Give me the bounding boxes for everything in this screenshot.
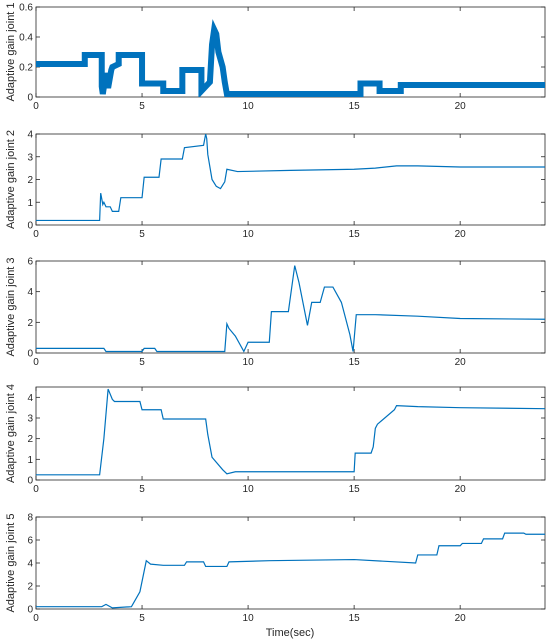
y-axis-label: Adaptive gain joint 2 bbox=[5, 130, 17, 229]
x-tick-label: 5 bbox=[139, 101, 145, 112]
y-axis-label: Adaptive gain joint 5 bbox=[5, 513, 17, 612]
subplot-5: 0 5 10 15 20 0 2 4 6 8 Adaptive gain joint 5 bbox=[5, 513, 546, 624]
y-tick-label: 6 bbox=[27, 257, 33, 268]
x-tick-label: 0 bbox=[33, 357, 39, 368]
y-tick-label: 4 bbox=[27, 393, 33, 404]
y-tick-label: 0.2 bbox=[19, 63, 33, 74]
y-tick-label: 4 bbox=[27, 559, 33, 570]
plot-area bbox=[35, 516, 546, 610]
x-tick-label: 5 bbox=[139, 484, 145, 495]
plot-area bbox=[35, 133, 546, 226]
series-line-1 bbox=[36, 532, 545, 609]
y-tick-label: 0 bbox=[27, 349, 33, 360]
y-axis-label: Adaptive gain joint 3 bbox=[5, 257, 17, 356]
x-tick-label: 0 bbox=[33, 484, 39, 495]
y-tick-label: 0.6 bbox=[19, 3, 33, 14]
plot-area bbox=[35, 260, 546, 354]
y-tick-label: 4 bbox=[27, 287, 33, 298]
y-tick-label: 4 bbox=[27, 130, 33, 141]
y-tick-label: 2 bbox=[27, 318, 33, 329]
x-tick-label: 0 bbox=[33, 229, 39, 240]
x-tick-label: 10 bbox=[243, 229, 255, 240]
y-tick-label: 0 bbox=[27, 605, 33, 616]
y-tick-label: 1 bbox=[27, 198, 33, 209]
x-tick-label: 15 bbox=[349, 229, 361, 240]
x-tick-label: 10 bbox=[243, 101, 255, 112]
series-line-1 bbox=[36, 265, 545, 353]
x-tick-label: 10 bbox=[243, 357, 255, 368]
subplot-4: 0 5 10 15 20 0 1 2 3 4 Adaptive gain joint 4 bbox=[5, 384, 546, 495]
y-tick-label: 0 bbox=[27, 221, 33, 232]
y-tick-label: 0 bbox=[27, 93, 33, 104]
x-tick-label: 5 bbox=[139, 357, 145, 368]
x-tick-label: 15 bbox=[349, 484, 361, 495]
y-tick-label: 6 bbox=[27, 536, 33, 547]
y-tick-label: 0.4 bbox=[19, 33, 33, 44]
y-tick-label: 1 bbox=[27, 455, 33, 466]
x-tick-label: 0 bbox=[33, 613, 39, 624]
y-tick-label: 8 bbox=[27, 513, 33, 524]
x-tick-label: 15 bbox=[349, 101, 361, 112]
subplot-2: 0 5 10 15 20 0 1 2 3 4 Adaptive gain joint 2 bbox=[5, 130, 546, 240]
y-tick-label: 2 bbox=[27, 175, 33, 186]
series-line-1 bbox=[36, 388, 545, 476]
x-tick-label: 0 bbox=[33, 101, 39, 112]
x-tick-label: 20 bbox=[455, 229, 467, 240]
x-tick-label: 20 bbox=[455, 101, 467, 112]
figure-xlabel: Time(sec) bbox=[266, 627, 314, 639]
x-tick-label: 15 bbox=[349, 613, 361, 624]
y-tick-label: 0 bbox=[27, 476, 33, 487]
y-axis-label: Adaptive gain joint 1 bbox=[5, 2, 17, 101]
y-tick-label: 3 bbox=[27, 414, 33, 425]
y-tick-label: 2 bbox=[27, 582, 33, 593]
y-axis-label: Adaptive gain joint 4 bbox=[5, 384, 17, 483]
y-tick-label: 2 bbox=[27, 434, 33, 445]
x-tick-label: 5 bbox=[139, 613, 145, 624]
x-tick-label: 10 bbox=[243, 484, 255, 495]
y-tick-label: 3 bbox=[27, 152, 33, 163]
subplot-3: 0 5 10 15 20 0 2 4 6 Adaptive gain joint 3 bbox=[5, 257, 546, 368]
x-tick-label: 15 bbox=[349, 357, 361, 368]
x-tick-label: 20 bbox=[455, 357, 467, 368]
x-tick-label: 20 bbox=[455, 484, 467, 495]
x-tick-label: 20 bbox=[455, 613, 467, 624]
plot-area bbox=[35, 386, 546, 481]
series-line-1 bbox=[36, 134, 545, 222]
x-tick-label: 10 bbox=[243, 613, 255, 624]
series-line-1 bbox=[36, 19, 545, 97]
x-tick-label: 5 bbox=[139, 229, 145, 240]
